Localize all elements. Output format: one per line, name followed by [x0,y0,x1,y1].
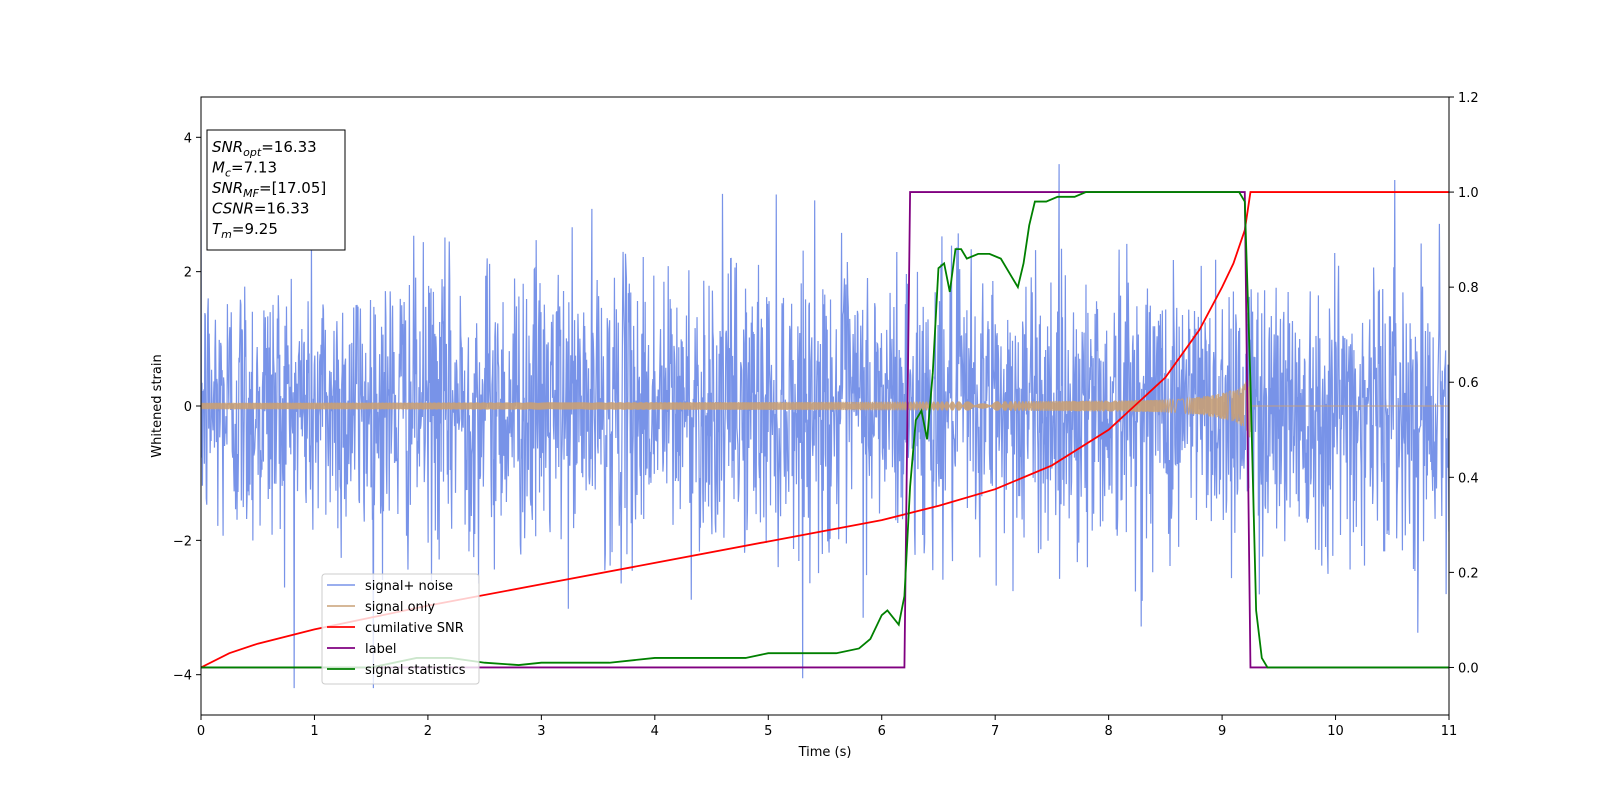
legend-label: signal statistics [365,663,466,678]
y-axis-label-left: Whitened strain [150,354,165,457]
legend-label: cumilative SNR [365,621,464,636]
x-tick-label: 1 [310,724,318,739]
y-axis-right: 0.0 0.2 0.4 0.6 0.8 1.0 1.2 [1449,91,1479,676]
legend-label: label [365,642,396,657]
y-left-tick-label: 4 [184,131,192,146]
x-tick-label: 2 [424,724,432,739]
x-tick-label: 0 [197,724,205,739]
y-right-tick-label: 0.6 [1458,376,1479,391]
series-line-signal-only [201,371,1449,438]
annotation-line: SNRopt=16.33 [212,138,317,159]
annotation-line: Mc=7.13 [212,159,277,180]
y-left-tick-label: 0 [184,400,192,415]
x-tick-label: 6 [878,724,886,739]
y-left-tick-label: 2 [184,266,192,281]
y-axis-left: −4 −2 0 2 4 [173,131,201,684]
series-line-signal-statistics [201,191,1449,669]
y-right-tick-label: 1.2 [1458,91,1479,106]
legend: signal+ noise signal only cumilative SNR la… [321,573,480,685]
y-right-tick-label: 0.8 [1458,281,1479,296]
y-right-tick-label: 0.0 [1458,661,1479,676]
y-left-tick-label: −2 [173,534,192,549]
x-axis-label: Time (s) [798,745,852,760]
legend-frame [321,573,480,685]
annotation-line: SNRMF=[17.05] [212,179,326,200]
x-tick-label: 5 [764,724,772,739]
annotation-frame [206,129,346,251]
x-tick-label: 3 [537,724,545,739]
y-right-tick-label: 0.2 [1458,566,1479,581]
annotation-box: SNRopt=16.33Mc=7.13SNRMF=[17.05]CSNR=16.… [206,129,346,251]
legend-label: signal+ noise [365,579,453,594]
x-tick-label: 11 [1441,724,1458,739]
x-tick-label: 10 [1327,724,1344,739]
legend-label: signal only [365,600,435,615]
annotation-line: CSNR=16.33 [212,200,309,218]
x-tick-label: 7 [991,724,999,739]
x-tick-label: 8 [1104,724,1112,739]
x-tick-label: 4 [651,724,659,739]
y-left-tick-label: −4 [173,669,192,684]
x-tick-label: 9 [1218,724,1226,739]
y-right-tick-label: 0.4 [1458,471,1479,486]
y-right-tick-label: 1.0 [1458,186,1479,201]
annotation-line: Tm=9.25 [212,220,278,241]
x-axis: 0 1 2 3 4 5 6 7 8 9 10 11 [197,715,1457,739]
